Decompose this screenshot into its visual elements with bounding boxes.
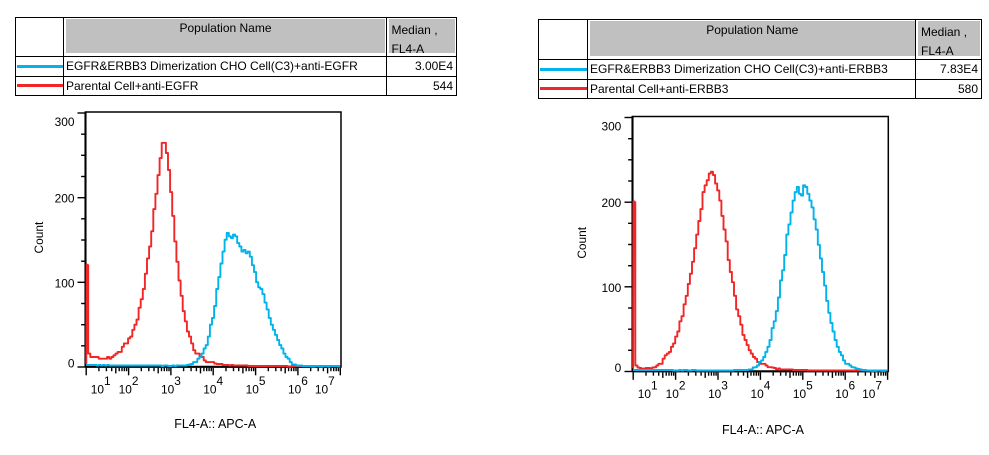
svg-text:107: 107 <box>862 379 882 401</box>
svg-text:300: 300 <box>55 115 75 129</box>
svg-text:104: 104 <box>750 379 770 401</box>
svg-text:103: 103 <box>161 374 181 396</box>
svg-text:102: 102 <box>119 374 139 396</box>
svg-text:100: 100 <box>601 281 621 295</box>
svg-text:200: 200 <box>601 196 621 210</box>
svg-text:0: 0 <box>615 361 622 375</box>
svg-text:0: 0 <box>68 356 75 370</box>
svg-text:104: 104 <box>203 374 223 396</box>
svg-text:Count: Count <box>575 226 589 258</box>
svg-text:105: 105 <box>246 374 266 396</box>
svg-text:107: 107 <box>315 374 335 396</box>
svg-text:106: 106 <box>288 374 308 396</box>
svg-text:Count: Count <box>32 221 46 253</box>
svg-text:200: 200 <box>55 192 75 206</box>
svg-text:101: 101 <box>91 374 111 396</box>
svg-text:100: 100 <box>55 276 75 290</box>
svg-text:FL4-A:: APC-A: FL4-A:: APC-A <box>722 423 805 437</box>
svg-text:300: 300 <box>601 119 621 133</box>
svg-text:105: 105 <box>793 379 813 401</box>
svg-text:101: 101 <box>638 379 658 401</box>
svg-text:102: 102 <box>666 379 686 401</box>
svg-text:106: 106 <box>835 379 855 401</box>
svg-text:103: 103 <box>708 379 728 401</box>
svg-text:FL4-A:: APC-A: FL4-A:: APC-A <box>174 417 257 431</box>
